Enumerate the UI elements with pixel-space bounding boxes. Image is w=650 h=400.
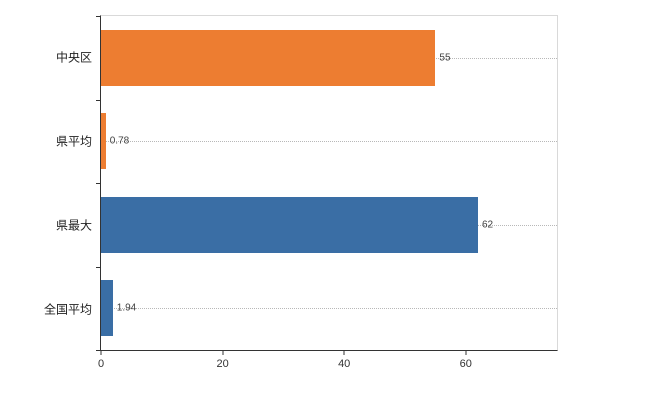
category-label: 県平均 <box>55 134 92 149</box>
y-axis-category-labels: 中央区県平均県最大全国平均 <box>0 15 92 351</box>
x-axis-tick-label: 60 <box>459 358 472 370</box>
x-axis-tick-label: 0 <box>97 358 105 370</box>
category-label: 中央区 <box>55 50 92 65</box>
category-label: 全国平均 <box>43 302 92 317</box>
x-axis-tick <box>222 350 224 355</box>
x-axis-tick <box>100 350 102 355</box>
value-label: 0.78 <box>109 135 130 147</box>
x-axis-tick-label: 40 <box>338 358 351 370</box>
y-axis-tick <box>96 183 101 184</box>
bar-row: 55 <box>101 16 557 100</box>
bar-2 <box>101 113 106 170</box>
y-axis-tick <box>96 266 101 268</box>
x-axis-tick <box>465 350 467 355</box>
category-label: 県最大 <box>55 218 92 233</box>
bar-row: 0.78 <box>101 100 557 184</box>
bar-1 <box>101 29 436 86</box>
y-axis-tick <box>96 350 101 351</box>
value-label: 62 <box>481 219 494 231</box>
bar-row: 62 <box>101 183 557 267</box>
x-axis-tick-label: 20 <box>216 358 229 370</box>
x-axis-tick <box>343 350 345 355</box>
y-axis-tick <box>96 16 101 17</box>
plot-area: 55 0.78 62 1.94 0 20 40 60 <box>96 15 558 370</box>
gridline <box>101 141 557 143</box>
bar-3 <box>101 196 478 253</box>
bar-row: 1.94 <box>101 267 557 351</box>
value-label: 1.94 <box>116 302 137 314</box>
y-axis-tick <box>96 99 101 101</box>
bar-4 <box>101 280 113 337</box>
value-label: 55 <box>439 52 451 64</box>
gridline <box>101 308 557 310</box>
